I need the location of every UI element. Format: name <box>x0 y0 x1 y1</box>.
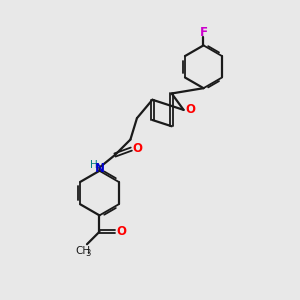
Text: O: O <box>185 103 195 116</box>
Text: N: N <box>94 162 104 175</box>
Text: O: O <box>133 142 143 155</box>
Text: CH: CH <box>75 246 90 256</box>
Text: F: F <box>200 26 208 38</box>
Text: O: O <box>116 225 127 238</box>
Text: 3: 3 <box>86 249 91 258</box>
Text: H: H <box>90 160 98 170</box>
